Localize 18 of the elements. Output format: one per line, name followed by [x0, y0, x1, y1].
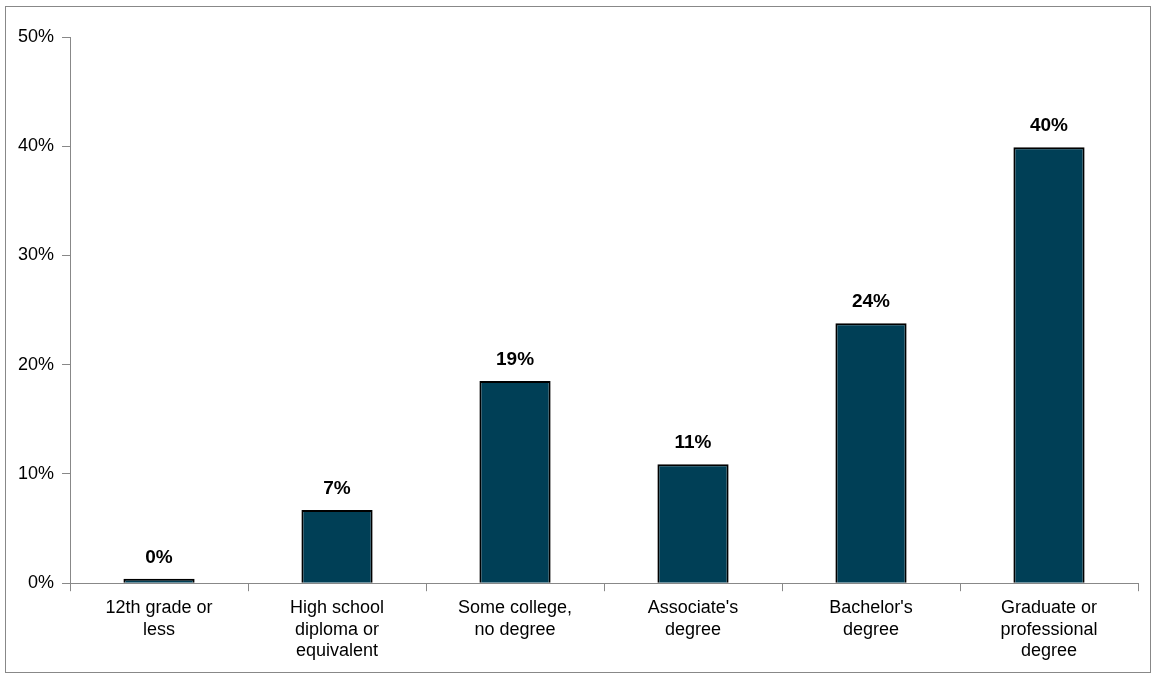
x-tick-label: Bachelor's degree	[829, 596, 913, 639]
y-tick-label: 0%	[28, 572, 55, 593]
x-tick-label: Some college, no degree	[457, 596, 573, 639]
y-tick-label: 40%	[18, 135, 55, 156]
y-tick-label: 20%	[18, 353, 55, 374]
x-tick-label: Associate's degree	[647, 596, 739, 639]
y-tick-label: 50%	[18, 25, 55, 46]
x-tick-label: High school diploma or equivalent	[289, 596, 385, 661]
y-tick-label: 10%	[18, 462, 55, 483]
data-label: 0%	[145, 545, 173, 567]
data-label: 19%	[496, 347, 535, 369]
data-label: 24%	[851, 289, 891, 311]
x-tick-label: Graduate or professional degree	[1000, 596, 1098, 661]
x-tick-label: 12th grade or less	[105, 596, 213, 639]
data-label: 11%	[674, 430, 712, 452]
data-label: 7%	[323, 476, 351, 498]
data-label: 40%	[1029, 114, 1069, 136]
y-tick-label: 30%	[18, 244, 55, 265]
